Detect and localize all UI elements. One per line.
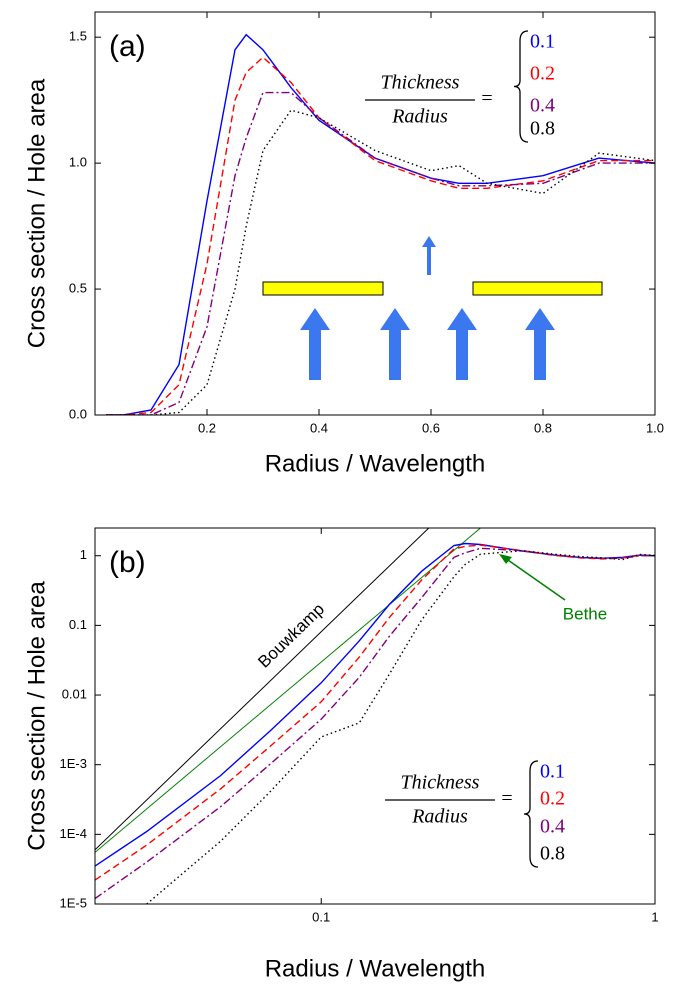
y-tick-label: 1.0 <box>69 155 87 170</box>
series-line <box>106 33 655 415</box>
legend-entry: 0.8 <box>530 118 555 140</box>
legend-title: Thickness <box>401 772 480 794</box>
legend-equals: = <box>481 88 492 110</box>
y-tick-label: 1 <box>80 547 87 562</box>
reference-line <box>95 528 481 853</box>
series-line <box>106 91 655 415</box>
legend-brace <box>513 30 529 143</box>
arrow <box>300 308 330 380</box>
legend-title: Radius <box>391 106 448 128</box>
plot-area <box>95 528 655 904</box>
y-tick-label: 0.0 <box>69 406 87 421</box>
legend-equals: = <box>501 788 512 810</box>
arrow <box>380 308 410 380</box>
legend-title: Thickness <box>381 72 460 94</box>
legend-title: Radius <box>411 806 468 828</box>
x-tick-label: 1 <box>651 909 658 924</box>
screen-plate <box>472 281 603 296</box>
reference-label: Bethe <box>563 604 607 623</box>
x-tick-label: 1.0 <box>646 420 664 435</box>
legend-entry: 0.2 <box>540 788 565 810</box>
y-tick-label: 1E-5 <box>60 895 87 910</box>
wave-arrows <box>300 236 555 380</box>
arrow <box>447 308 477 380</box>
y-tick-label: 0.5 <box>69 281 87 296</box>
legend-entry: 0.4 <box>540 816 565 838</box>
x-axis-title: Radius / Wavelength <box>265 955 486 982</box>
series-line <box>95 547 655 900</box>
x-tick-label: 0.1 <box>312 909 330 924</box>
panel-label: (b) <box>109 546 146 579</box>
plot-area <box>106 33 655 415</box>
plot-frame <box>94 11 656 416</box>
series-line <box>95 542 655 867</box>
x-tick-label: 0.6 <box>422 420 440 435</box>
y-tick-label: 1.5 <box>69 29 87 44</box>
series-line <box>95 544 655 881</box>
legend-entry: 0.1 <box>540 761 565 783</box>
x-axis-title: Radius / Wavelength <box>265 450 486 477</box>
arrow <box>422 236 436 275</box>
y-axis-title: Cross section / Hole area <box>23 581 50 851</box>
legend-entry: 0.4 <box>530 95 555 117</box>
series-line <box>106 56 655 415</box>
annotation-arrowhead <box>499 554 512 564</box>
y-tick-label: 0.01 <box>62 686 87 701</box>
y-tick-label: 0.1 <box>69 617 87 632</box>
y-tick-label: 1E-3 <box>60 756 87 771</box>
legend-brace <box>523 760 539 868</box>
x-tick-label: 0.2 <box>198 420 216 435</box>
y-tick-label: 1E-4 <box>60 826 87 841</box>
arrow <box>525 308 555 380</box>
aperture-diagram <box>262 236 603 380</box>
plot-frame <box>94 527 656 905</box>
screen-plate <box>262 281 384 296</box>
y-axis-title: Cross section / Hole area <box>23 78 50 348</box>
legend-entry: 0.1 <box>530 31 555 53</box>
reference-line <box>95 528 430 851</box>
series-line <box>146 549 655 904</box>
legend-entry: 0.8 <box>540 843 565 865</box>
panel-label: (a) <box>109 30 146 63</box>
legend-entry: 0.2 <box>530 63 555 85</box>
annotation-arrow <box>504 557 566 601</box>
series-line <box>106 109 655 415</box>
x-tick-label: 0.4 <box>310 420 328 435</box>
x-tick-label: 0.8 <box>534 420 552 435</box>
